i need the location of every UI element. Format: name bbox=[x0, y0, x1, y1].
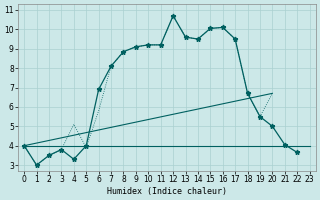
X-axis label: Humidex (Indice chaleur): Humidex (Indice chaleur) bbox=[107, 187, 227, 196]
